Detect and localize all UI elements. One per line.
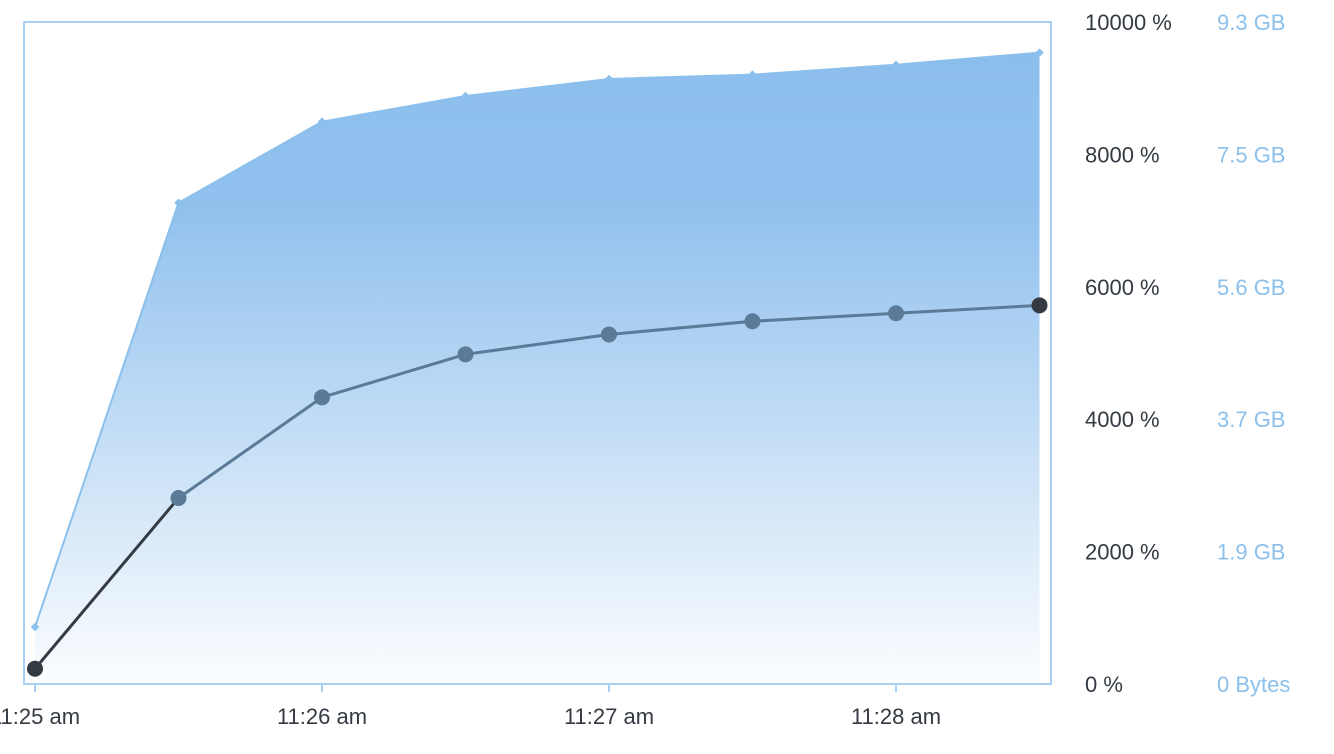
line-segment-6: [895, 303, 1040, 315]
line-point-7: [1031, 297, 1048, 314]
area-point-1: [174, 198, 183, 208]
y-left-tick-label: 8000 %: [1085, 142, 1160, 167]
y-axis-left: 0 % 2000 % 4000 % 6000 % 8000 % 10000 %: [1085, 10, 1172, 697]
y-right-tick-label: 1.9 GB: [1217, 540, 1285, 565]
y-right-tick-label: 5.6 GB: [1217, 275, 1285, 300]
y-left-tick-label: 4000 %: [1085, 407, 1160, 432]
line-point-5: [744, 313, 761, 330]
x-tick-label: 11:26 am: [277, 704, 367, 729]
line-point-6: [888, 305, 904, 322]
line-segment-3: [465, 332, 610, 356]
line-point-4: [601, 326, 617, 343]
line-series: [27, 297, 1048, 677]
y-right-tick-label: 0 Bytes: [1217, 672, 1290, 697]
y-left-tick-label: 2000 %: [1085, 540, 1160, 565]
line-point-3: [457, 346, 474, 363]
area-series: [30, 48, 1044, 685]
x-tick-label: 11:25 am: [0, 704, 80, 729]
line-segment-2: [321, 352, 466, 399]
line-segment-5: [752, 311, 897, 323]
y-left-tick-label: 10000 %: [1085, 10, 1172, 35]
area-point-3: [461, 91, 470, 101]
y-right-tick-label: 9.3 GB: [1217, 10, 1285, 35]
x-tick-label: 11:28 am: [851, 704, 941, 729]
line-point-1: [170, 489, 187, 506]
y-right-tick-label: 7.5 GB: [1217, 142, 1285, 167]
y-right-tick-label: 3.7 GB: [1217, 407, 1285, 432]
line-segment-0: [33, 497, 180, 670]
area-fill: [35, 52, 1040, 685]
area-point-2: [317, 117, 327, 126]
area-line: [34, 51, 1040, 628]
line-segment-4: [608, 319, 753, 336]
line-segment-1: [177, 396, 323, 500]
y-left-tick-label: 6000 %: [1085, 275, 1160, 300]
line-point-0: [27, 660, 43, 677]
y-left-tick-label: 0 %: [1085, 672, 1123, 697]
line-point-2: [314, 389, 330, 406]
x-tick-label: 11:27 am: [564, 704, 654, 729]
x-axis: 11:25 am 11:26 am 11:27 am 11:28 am: [0, 684, 941, 729]
y-axis-right: 0 Bytes 1.9 GB 3.7 GB 5.6 GB 7.5 GB 9.3 GB: [1217, 10, 1290, 697]
